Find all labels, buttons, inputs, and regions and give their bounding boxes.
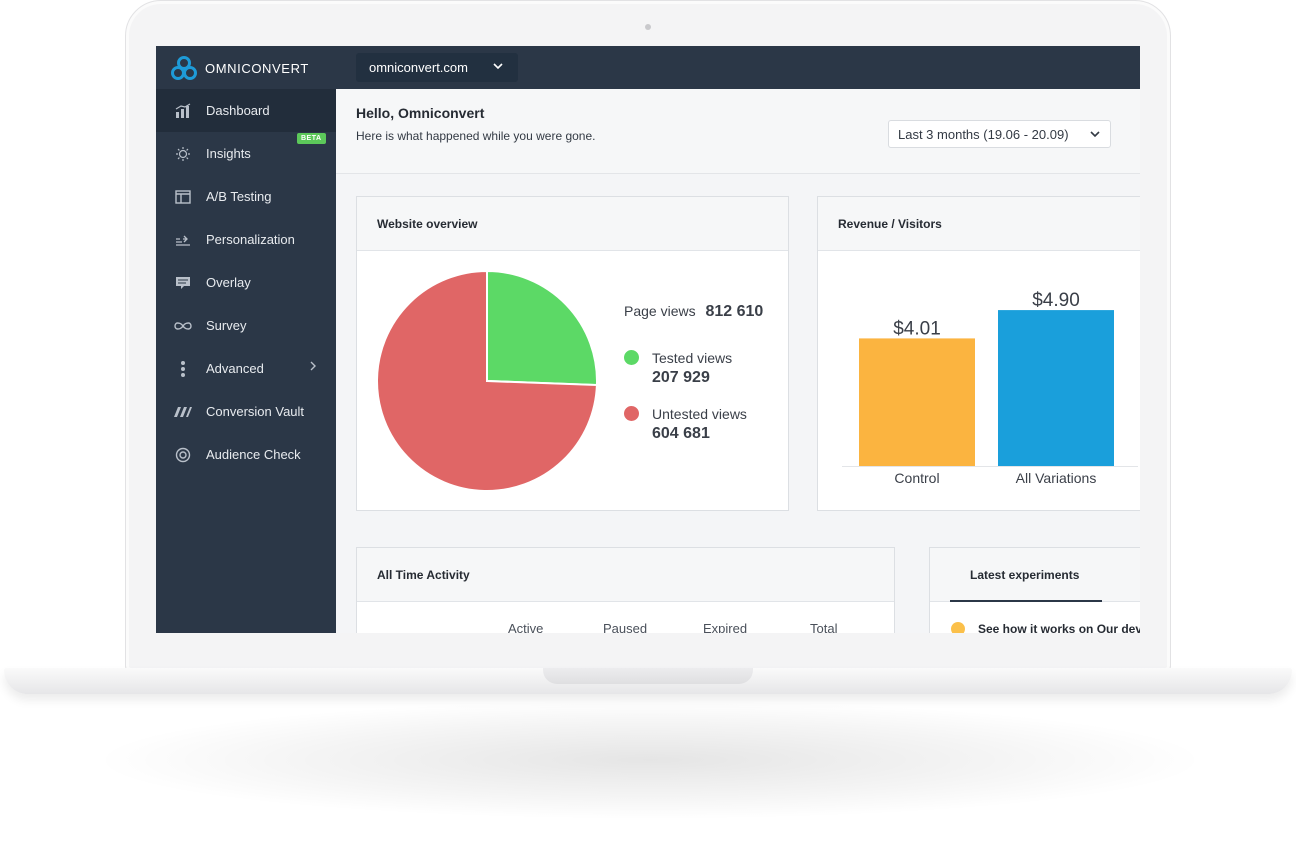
site-selector-value: omniconvert.com: [369, 60, 468, 75]
bar-category-label: All Variations: [1016, 470, 1097, 486]
revenue-visitors-card: Revenue / Visitors $4.01 Control $4.90 All …: [817, 196, 1140, 511]
sidebar-item-label: Audience Check: [206, 447, 301, 462]
untested-views-label: Untested views: [652, 406, 747, 422]
chevron-right-icon: [308, 360, 318, 375]
card-title: Revenue / Visitors: [818, 197, 1140, 251]
sidebar-item-label: Advanced: [206, 361, 264, 376]
tested-views-dot: [624, 350, 639, 365]
bar-chart-icon: [174, 102, 192, 120]
sidebar-item-label: Survey: [206, 318, 247, 333]
bar-control: [859, 338, 975, 466]
sidebar-item-label: A/B Testing: [206, 189, 272, 204]
lightbulb-icon: [174, 145, 192, 163]
chat-bubble-icon: [174, 274, 192, 292]
bar-value-label: $4.90: [1032, 290, 1080, 311]
pie-slice-tested-views: [486, 269, 598, 387]
sidebar-item-label: Overlay: [206, 275, 251, 290]
sidebar-item-audience-check[interactable]: Audience Check: [156, 433, 336, 476]
chevron-down-icon: [492, 60, 504, 75]
untested-views-dot: [624, 406, 639, 421]
sidebar-item-survey[interactable]: Survey: [156, 304, 336, 347]
date-range-select[interactable]: Last 3 months (19.06 - 20.09): [888, 120, 1111, 148]
latest-experiments-card: Latest experiments See how it works on O…: [929, 547, 1140, 633]
tested-views-value: 207 929: [652, 369, 710, 386]
brand[interactable]: OMNICONVERT: [170, 55, 309, 81]
untested-views-value: 604 681: [652, 425, 710, 442]
target-icon: [174, 446, 192, 464]
activity-col-paused: Paused: [603, 621, 648, 633]
website-overview-card: Website overview Page views 812 610 Test…: [356, 196, 789, 511]
brand-name: OMNICONVERT: [205, 60, 309, 76]
pie-slice-untested-views: [376, 269, 598, 492]
infinity-icon: [174, 317, 192, 335]
laptop-notch: [543, 668, 753, 684]
app-screen: OMNICONVERT omniconvert.com Dashboard In…: [156, 46, 1140, 633]
laptop-shadow: [90, 700, 1210, 820]
sidebar-item-label: Dashboard: [206, 103, 270, 118]
sidebar: Dashboard Insights BETA A/B Testing Pers…: [156, 89, 336, 633]
sidebar-item-personalization[interactable]: Personalization: [156, 218, 336, 261]
page-views-stat: Page views 812 610: [624, 303, 763, 321]
chevron-down-icon: [1089, 128, 1101, 143]
sidebar-item-label: Conversion Vault: [206, 404, 305, 419]
all-time-activity-card: All Time Activity Active Paused Expired …: [356, 547, 895, 633]
page-views-label: Page views: [624, 303, 696, 319]
page-views-value: 812 610: [705, 303, 764, 320]
sidebar-item-label: Personalization: [206, 232, 295, 247]
top-bar: OMNICONVERT omniconvert.com: [156, 46, 1140, 89]
greeting-header: Hello, Omniconvert Here is what happened…: [336, 89, 1140, 174]
camera-dot: [645, 24, 651, 30]
activity-col-total: Total: [810, 621, 838, 633]
vault-icon: [174, 403, 192, 421]
experiment-item-label[interactable]: See how it works on Our dev: [978, 622, 1140, 633]
card-title: All Time Activity: [357, 548, 894, 602]
site-selector[interactable]: omniconvert.com: [356, 53, 518, 82]
website-overview-pie-chart: [376, 269, 598, 492]
omniconvert-logo-icon: [170, 55, 198, 81]
window-icon: [174, 188, 192, 206]
activity-col-expired: Expired: [703, 621, 748, 633]
sidebar-item-dashboard[interactable]: Dashboard: [156, 89, 336, 132]
tab-latest-experiments[interactable]: Latest experiments: [930, 548, 1140, 602]
card-title: Website overview: [357, 197, 788, 251]
tested-views-label: Tested views: [652, 350, 733, 366]
greeting-title: Hello, Omniconvert: [356, 105, 485, 121]
sidebar-item-overlay[interactable]: Overlay: [156, 261, 336, 304]
more-vertical-icon: [174, 360, 192, 378]
sidebar-item-label: Insights: [206, 146, 251, 161]
bar-all-variations: [998, 310, 1114, 466]
active-tab-underline: [950, 600, 1102, 602]
main-content: Hello, Omniconvert Here is what happened…: [336, 89, 1140, 633]
bar-value-label: $4.01: [893, 318, 941, 339]
experiment-status-dot: [951, 622, 965, 633]
bar-category-label: Control: [894, 470, 939, 486]
date-range-value: Last 3 months (19.06 - 20.09): [898, 126, 1069, 142]
sidebar-item-insights[interactable]: Insights BETA: [156, 132, 336, 175]
beta-badge: BETA: [297, 133, 326, 144]
activity-col-active: Active: [508, 621, 544, 633]
sidebar-item-advanced[interactable]: Advanced: [156, 347, 336, 390]
greeting-subtitle: Here is what happened while you were gon…: [356, 129, 596, 143]
revenue-visitors-bar-chart: $4.01 Control $4.90 All Variations: [842, 290, 1138, 486]
personalization-icon: [174, 231, 192, 249]
sidebar-item-ab-testing[interactable]: A/B Testing: [156, 175, 336, 218]
sidebar-item-conversion-vault[interactable]: Conversion Vault: [156, 390, 336, 433]
